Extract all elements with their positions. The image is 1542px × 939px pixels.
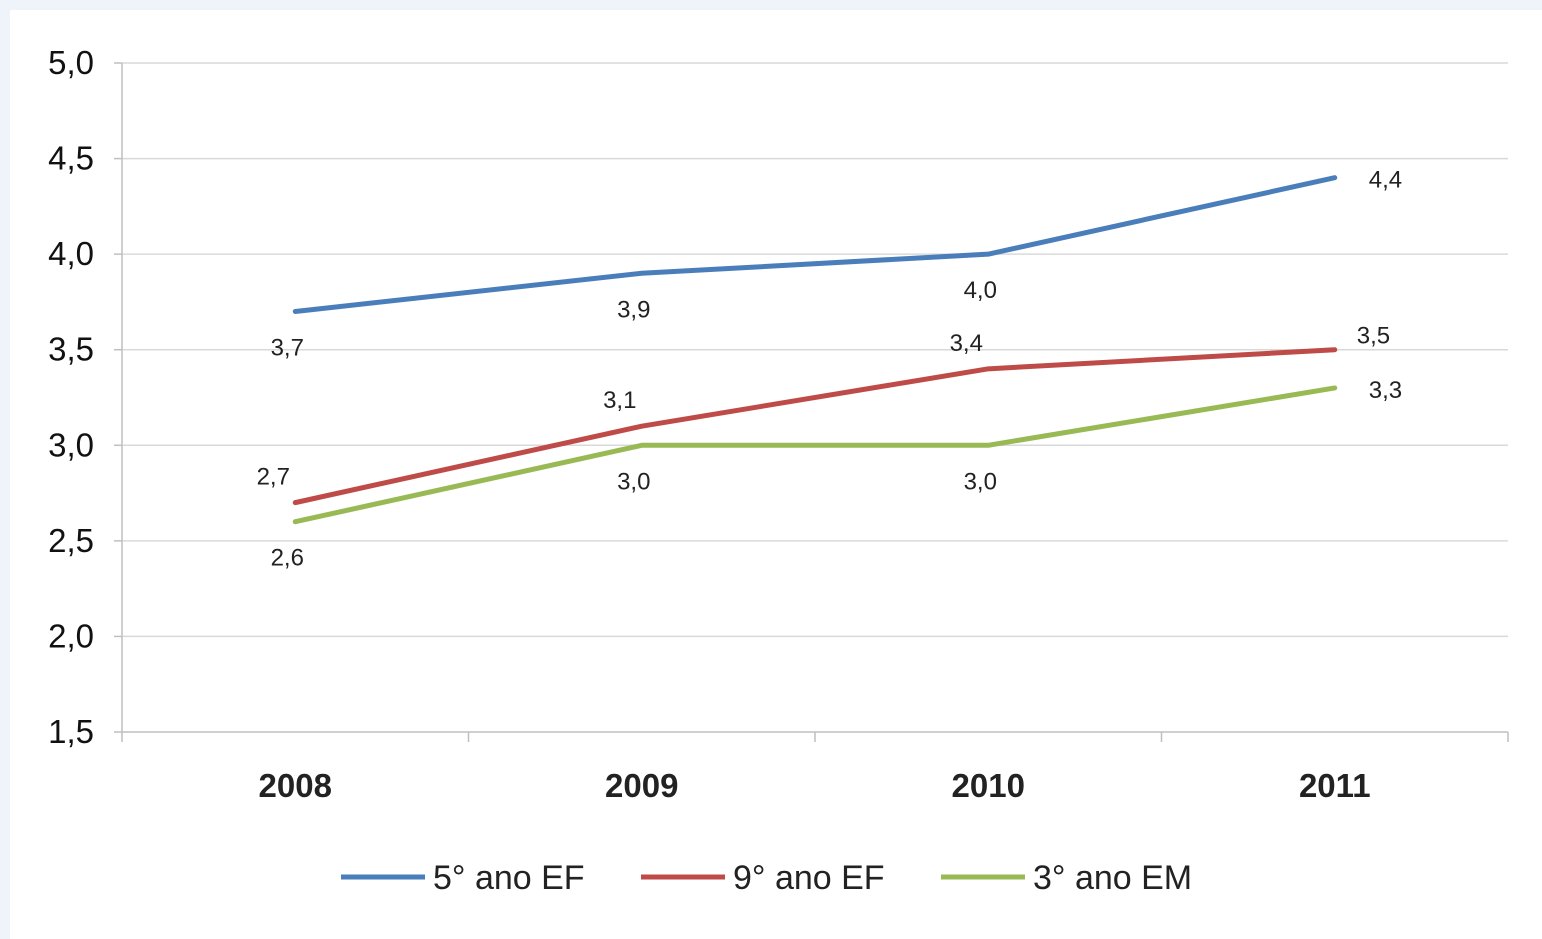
x-tick-label: 2009	[605, 767, 678, 804]
data-label: 3,0	[617, 468, 650, 495]
y-tick-label: 2,0	[48, 617, 94, 654]
y-tick-label: 3,0	[48, 426, 94, 463]
line-chart: 1,5 2,0 2,5 3,0 3,5 4,0 4,5 5,0 2008 2009 2010 201…	[48, 44, 1509, 897]
y-axis-ticks: 1,5 2,0 2,5 3,0 3,5 4,0 4,5 5,0	[48, 44, 94, 750]
x-axis-ticks: 2008 2009 2010 2011	[259, 767, 1371, 804]
series-line-2	[292, 347, 1338, 506]
legend-label: 9° ano EF	[733, 859, 885, 897]
data-label: 3,3	[1369, 377, 1402, 404]
data-label: 2,7	[257, 464, 290, 491]
series-line-1	[292, 175, 1338, 314]
series-line-3	[292, 385, 1338, 525]
data-label: 4,4	[1369, 167, 1402, 194]
data-label: 3,5	[1357, 323, 1390, 350]
series-lines	[292, 175, 1338, 525]
data-label: 2,6	[271, 545, 304, 572]
y-tick-label: 2,5	[48, 522, 94, 559]
data-label: 3,7	[271, 334, 304, 361]
y-tick-label: 4,5	[48, 140, 94, 177]
data-label: 4,0	[964, 277, 997, 304]
y-tick-label: 3,5	[48, 331, 94, 368]
data-labels: 3,7 3,9 4,0 4,4 2,7 3,1 3,4 3,5 2,6 3,0 3,0 3,3	[257, 167, 1403, 572]
legend-label: 3° ano EM	[1033, 859, 1192, 897]
chart-frame: 1,5 2,0 2,5 3,0 3,5 4,0 4,5 5,0 2008 2009 2010 201…	[10, 10, 1542, 939]
axes	[114, 62, 1509, 742]
y-tick-label: 1,5	[48, 713, 94, 750]
x-tick-label: 2008	[259, 767, 332, 804]
y-tick-label: 4,0	[48, 235, 94, 272]
legend: 5° ano EF 9° ano EF 3° ano EM	[341, 859, 1192, 897]
x-tick-label: 2011	[1299, 767, 1371, 804]
y-tick-label: 5,0	[48, 44, 94, 81]
data-label: 3,0	[964, 468, 997, 495]
data-label: 3,9	[617, 296, 650, 323]
data-label: 3,4	[950, 330, 983, 357]
legend-label: 5° ano EF	[433, 859, 585, 897]
x-tick-label: 2010	[952, 767, 1025, 804]
data-label: 3,1	[603, 387, 636, 414]
